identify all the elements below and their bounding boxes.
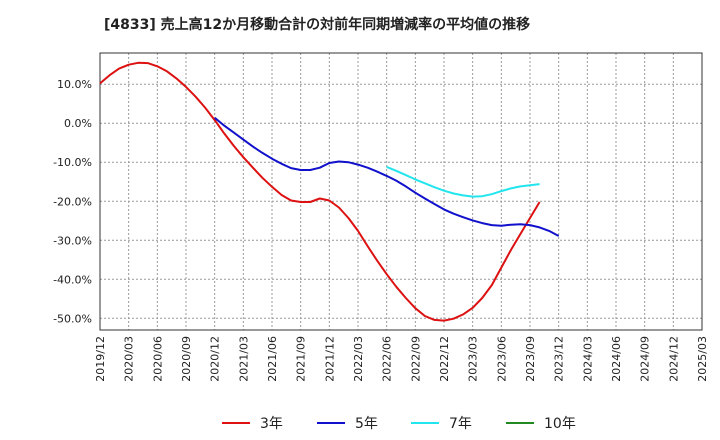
legend-label-3y: 3年 xyxy=(260,416,283,432)
y-tick-label: -20.0% xyxy=(53,195,92,208)
x-tick-label: 2023/09 xyxy=(524,336,537,382)
legend-item-10y: 10年 xyxy=(506,413,576,433)
chart-title: [4833] 売上高12か月移動合計の対前年同期増減率の平均値の推移 xyxy=(104,17,531,33)
x-tick-label: 2022/12 xyxy=(438,336,451,382)
x-tick-label: 2023/06 xyxy=(495,336,508,382)
series-line-1 xyxy=(214,117,560,237)
legend-item-7y: 7年 xyxy=(411,413,472,433)
legend-swatch-3y xyxy=(222,422,250,424)
x-tick-label: 2023/12 xyxy=(553,336,566,382)
x-tick-label: 2022/09 xyxy=(409,336,422,382)
chart-legend: 3年 5年 7年 10年 xyxy=(0,416,720,432)
series-line-0 xyxy=(99,61,541,322)
y-tick-label: -40.0% xyxy=(53,273,92,286)
y-tick-label: 0.0% xyxy=(64,117,92,130)
x-tick-label: 2021/12 xyxy=(323,336,336,382)
x-tick-label: 2023/03 xyxy=(467,336,480,382)
legend-swatch-7y xyxy=(411,422,439,424)
y-tick-label: -30.0% xyxy=(53,234,92,247)
series-line-2 xyxy=(386,165,540,198)
x-tick-label: 2020/12 xyxy=(209,336,222,382)
x-tick-label: 2019/12 xyxy=(94,336,107,382)
legend-label-7y: 7年 xyxy=(449,416,472,432)
x-tick-label: 2025/03 xyxy=(696,336,709,382)
legend-item-5y: 5年 xyxy=(317,413,378,433)
plot-area xyxy=(99,52,703,331)
x-tick-label: 2020/03 xyxy=(123,336,136,382)
x-tick-label: 2024/12 xyxy=(667,336,680,382)
y-tick-label: -10.0% xyxy=(53,156,92,169)
x-tick-label: 2020/06 xyxy=(151,336,164,382)
y-tick-label: -50.0% xyxy=(53,312,92,325)
x-tick-label: 2024/06 xyxy=(610,336,623,382)
x-tick-label: 2024/03 xyxy=(581,336,594,382)
x-tick-label: 2024/09 xyxy=(639,336,652,382)
x-tick-label: 2021/06 xyxy=(266,336,279,382)
legend-swatch-10y xyxy=(506,422,534,424)
legend-label-10y: 10年 xyxy=(544,416,576,432)
x-tick-label: 2021/09 xyxy=(295,336,308,382)
y-tick-label: 10.0% xyxy=(57,78,92,91)
legend-swatch-5y xyxy=(317,422,345,424)
x-tick-label: 2021/03 xyxy=(237,336,250,382)
legend-item-3y: 3年 xyxy=(222,413,283,433)
x-tick-label: 2022/06 xyxy=(381,336,394,382)
x-tick-label: 2022/03 xyxy=(352,336,365,382)
x-tick-label: 2020/09 xyxy=(180,336,193,382)
legend-label-5y: 5年 xyxy=(355,416,378,432)
